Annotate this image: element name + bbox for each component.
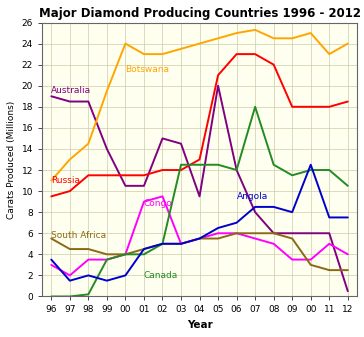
Text: Russia: Russia	[51, 176, 80, 185]
Text: South Africa: South Africa	[51, 231, 106, 240]
Y-axis label: Carats Produced (Millions): Carats Produced (Millions)	[7, 100, 16, 219]
Text: Congo: Congo	[144, 199, 173, 208]
Text: Australia: Australia	[51, 87, 91, 95]
Text: Botswana: Botswana	[126, 65, 169, 74]
X-axis label: Year: Year	[187, 320, 213, 330]
Text: Canada: Canada	[144, 271, 178, 280]
Title: Major Diamond Producing Countries 1996 - 2012: Major Diamond Producing Countries 1996 -…	[39, 7, 360, 20]
Text: Angola: Angola	[237, 192, 268, 201]
